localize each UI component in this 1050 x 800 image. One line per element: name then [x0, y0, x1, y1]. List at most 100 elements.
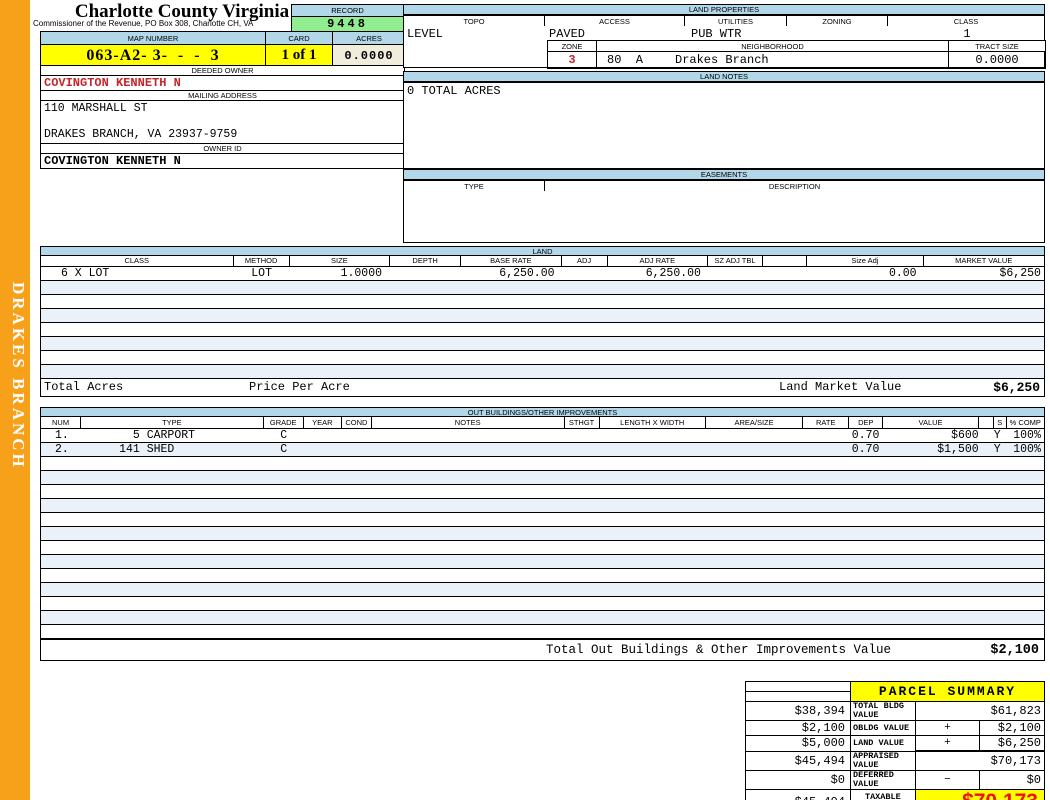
acres-value: 0.0000	[332, 44, 406, 67]
summary-label: LAND VALUE	[850, 735, 916, 752]
neighborhood-code: 80 A	[607, 53, 644, 67]
col-base-rate: BASE RATE	[461, 256, 562, 266]
empty-row	[41, 485, 1044, 499]
col-sz-adj-tbl: SZ ADJ TBL	[708, 256, 764, 266]
col-num: NUM	[41, 417, 82, 428]
empty-row	[41, 323, 1044, 337]
easement-type-label: TYPE	[403, 180, 545, 192]
land-notes-box: 0 TOTAL ACRES	[403, 82, 1045, 169]
neighborhood-label: NEIGHBORHOOD	[596, 40, 949, 52]
commissioner-line: Commissioner of the Revenue, PO Box 308,…	[33, 19, 254, 28]
empty-row	[41, 513, 1044, 527]
access-label: ACCESS	[544, 15, 685, 27]
easements-box	[403, 191, 1045, 243]
ob-type: 141 SHED	[119, 443, 175, 456]
empty-row	[41, 527, 1044, 541]
col-value: VALUE	[883, 417, 979, 428]
ob-s: Y	[993, 429, 1001, 442]
class-value: 1	[963, 27, 971, 41]
land-adj	[562, 267, 608, 280]
record-value: 9448	[291, 16, 404, 32]
record-box: RECORD 9448	[291, 4, 404, 32]
deeded-owner-value: COVINGTON KENNETH N	[40, 75, 405, 91]
acres-label: ACRES	[332, 31, 406, 45]
col-adj: ADJ	[562, 256, 608, 266]
empty-row	[41, 499, 1044, 513]
land-adj-rate: 6,250.00	[645, 267, 701, 280]
summary-value: $0	[979, 769, 1045, 790]
ob-s: Y	[993, 443, 1001, 456]
col-grade: GRADE	[264, 417, 304, 428]
neighborhood-name: Drakes Branch	[675, 53, 769, 67]
taxable-value: $70,173	[914, 788, 1046, 800]
summary-value: $2,100	[979, 720, 1045, 736]
easements-headers: TYPE DESCRIPTION	[403, 180, 1045, 192]
out-building-row: 1. 5 CARPORT C 0.70 $600 Y 100%	[41, 429, 1044, 443]
out-buildings-total-value: $2,100	[990, 643, 1039, 658]
summary-blank-cell	[745, 691, 851, 702]
district-sidebar: DRAKES BRANCH	[0, 0, 30, 800]
empty-row	[41, 569, 1044, 583]
summary-sign: +	[914, 720, 981, 736]
empty-row	[41, 457, 1044, 471]
empty-row	[41, 555, 1044, 569]
empty-row	[41, 471, 1044, 485]
col-length-width: LENGTH X WIDTH	[600, 417, 706, 428]
summary-blank-cell	[745, 681, 851, 692]
ob-dep: 0.70	[851, 429, 880, 442]
land-size: 1.0000	[340, 267, 383, 280]
record-label: RECORD	[291, 4, 404, 17]
class-label: CLASS	[887, 15, 1045, 27]
col-cond: COND	[342, 417, 372, 428]
land-size-adj: 0.00	[888, 267, 917, 280]
empty-row	[41, 281, 1044, 295]
summary-label: OBLDG VALUE	[850, 720, 916, 736]
ob-pct-comp: 100%	[1013, 443, 1041, 456]
ob-grade: C	[280, 443, 288, 456]
map-number-value: 063-A2- 3- - - 3	[40, 44, 266, 67]
utilities-label: UTILITIES	[684, 15, 787, 27]
card-value: 1 of 1	[265, 44, 333, 67]
land-sz-adj-tbl	[708, 267, 763, 280]
empty-row	[41, 309, 1044, 323]
land-notes-text: 0 TOTAL ACRES	[407, 84, 501, 98]
summary-left-value: $0	[745, 769, 851, 790]
col-blank	[763, 256, 808, 266]
topo-value: LEVEL	[407, 27, 444, 41]
total-acres-label: Total Acres	[44, 380, 124, 394]
zone-neighborhood-table: ZONE NEIGHBORHOOD TRACT SIZE 3 80 A Drak…	[547, 40, 1046, 69]
summary-left-value: $45,494	[745, 750, 851, 771]
col-size-adj: Size Adj	[807, 256, 924, 266]
col-depth: DEPTH	[390, 256, 462, 266]
summary-value: $61,823	[914, 701, 1046, 721]
land-notes-title: LAND NOTES	[403, 71, 1045, 82]
taxable-value-label: TAXABLE VALUE	[850, 788, 916, 800]
summary-left-value: $5,000	[745, 735, 851, 752]
land-method: LOT	[251, 267, 272, 280]
col-sthgt: STHGT	[565, 417, 600, 428]
topo-label: TOPO	[403, 15, 545, 27]
summary-left-value: $2,100	[745, 720, 851, 736]
land-class: 6 X LOT	[61, 267, 110, 280]
summary-left-value: $38,394	[745, 701, 851, 721]
out-buildings-column-headers: NUM TYPE GRADE YEAR COND NOTES STHGT LEN…	[40, 417, 1045, 429]
taxable-left-value: $45,494	[745, 788, 851, 800]
land-market-value-total: $6,250	[993, 380, 1040, 395]
empty-row	[41, 611, 1044, 625]
col-year: YEAR	[304, 417, 342, 428]
empty-row	[41, 365, 1044, 379]
col-notes: NOTES	[372, 417, 565, 428]
ob-grade: C	[280, 429, 288, 442]
land-total-row: Total Acres Price Per Acre Land Market V…	[40, 379, 1045, 397]
tract-size-value: 0.0000	[948, 51, 1046, 69]
map-number-label: MAP NUMBER	[40, 31, 266, 45]
summary-label: APPRAISED VALUE	[850, 750, 916, 771]
summary-label: TOTAL BLDG VALUE	[850, 701, 916, 721]
summary-label: DEFERRED VALUE	[850, 769, 916, 790]
owner-block: DEEDED OWNER COVINGTON KENNETH N MAILING…	[40, 65, 405, 169]
ob-num: 2.	[55, 443, 69, 456]
land-title: LAND	[40, 246, 1045, 256]
land-column-headers: CLASS METHOD SIZE DEPTH BASE RATE ADJ AD…	[40, 256, 1045, 267]
land-market-value-label: Land Market Value	[779, 380, 902, 394]
